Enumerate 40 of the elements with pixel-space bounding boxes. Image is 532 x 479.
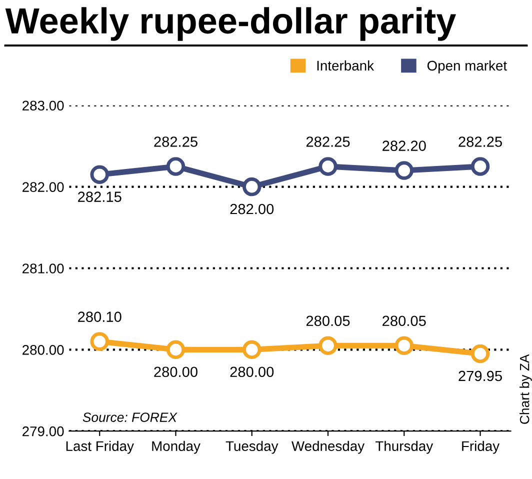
point [166, 157, 186, 176]
data-label: 280.05 [382, 316, 426, 326]
y-tick-label: 282.00 [22, 182, 64, 192]
y-tick-label: 283.00 [22, 100, 64, 111]
point [394, 161, 414, 180]
point [90, 332, 109, 351]
x-tick-label: Last Friday [66, 440, 134, 454]
data-label: 280.00 [154, 366, 198, 378]
chart-title: Weekly rupee-dollar parity [5, 7, 456, 41]
legend-label: Open market [427, 60, 507, 74]
point [90, 165, 109, 184]
data-label: 280.10 [78, 312, 122, 322]
point [470, 157, 490, 176]
legend-label: Interbank [317, 60, 374, 71]
data-label: 282.20 [382, 140, 426, 151]
x-tick-label: Thursday [376, 440, 434, 454]
data-label: 282.25 [458, 136, 502, 147]
point [166, 340, 186, 360]
point [242, 177, 262, 196]
data-label: 282.25 [306, 136, 350, 147]
x-tick-label: Wednesday [292, 440, 365, 454]
y-tick-label: 281.00 [22, 264, 64, 274]
data-label: 282.15 [78, 192, 122, 202]
data-label: 280.00 [230, 366, 274, 378]
text: Chart by ZA [520, 354, 532, 424]
point [318, 336, 338, 355]
data-label: 279.95 [458, 370, 502, 382]
point [242, 340, 262, 360]
point [318, 157, 338, 176]
data-label: 282.25 [154, 136, 198, 147]
annotation: Source: FOREX [82, 412, 178, 422]
data-label: 282.00 [230, 204, 274, 214]
y-tick-label: 280.00 [22, 345, 64, 355]
x-tick-label: Monday [152, 440, 200, 454]
point [394, 336, 414, 355]
point [470, 344, 490, 364]
data-label: 280.05 [306, 316, 350, 326]
y-tick-label: 279.00 [22, 426, 64, 436]
x-tick-label: Friday [462, 440, 500, 454]
x-tick-label: Tuesday [226, 440, 278, 454]
